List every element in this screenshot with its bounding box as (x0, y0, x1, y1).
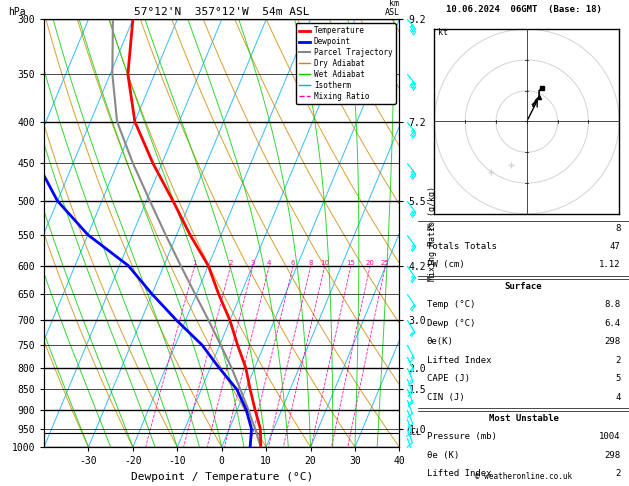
Text: 2: 2 (615, 469, 621, 478)
Text: LCL: LCL (406, 428, 421, 437)
Text: Pressure (mb): Pressure (mb) (426, 432, 496, 441)
Text: © weatheronline.co.uk: © weatheronline.co.uk (475, 472, 572, 481)
Text: Temp (°C): Temp (°C) (426, 300, 475, 309)
Text: Lifted Index: Lifted Index (426, 356, 491, 364)
Text: 298: 298 (604, 451, 621, 460)
Text: 47: 47 (610, 242, 621, 251)
X-axis label: Dewpoint / Temperature (°C): Dewpoint / Temperature (°C) (131, 472, 313, 482)
Text: 10: 10 (320, 260, 329, 266)
Text: 298: 298 (604, 337, 621, 346)
Text: Dewp (°C): Dewp (°C) (426, 319, 475, 328)
Text: km
ASL: km ASL (384, 0, 399, 17)
Text: 8: 8 (309, 260, 313, 266)
Text: Totals Totals: Totals Totals (426, 242, 496, 251)
Text: 1.12: 1.12 (599, 260, 621, 270)
Text: 5: 5 (615, 374, 621, 383)
Text: 10.06.2024  06GMT  (Base: 18): 10.06.2024 06GMT (Base: 18) (446, 5, 601, 14)
Text: 8.8: 8.8 (604, 300, 621, 309)
Text: 6.4: 6.4 (604, 319, 621, 328)
Text: 2: 2 (615, 356, 621, 364)
Text: 1004: 1004 (599, 432, 621, 441)
Title: 57°12'N  357°12'W  54m ASL: 57°12'N 357°12'W 54m ASL (134, 7, 309, 17)
Text: 15: 15 (347, 260, 355, 266)
Text: Lifted Index: Lifted Index (426, 469, 491, 478)
Text: 4: 4 (267, 260, 272, 266)
Text: θe(K): θe(K) (426, 337, 454, 346)
Text: Surface: Surface (505, 282, 542, 291)
Text: Most Unstable: Most Unstable (489, 414, 559, 423)
Text: kt: kt (438, 28, 447, 37)
Text: Mixing Ratio (g/kg): Mixing Ratio (g/kg) (428, 186, 437, 281)
Text: CAPE (J): CAPE (J) (426, 374, 470, 383)
Legend: Temperature, Dewpoint, Parcel Trajectory, Dry Adiabat, Wet Adiabat, Isotherm, Mi: Temperature, Dewpoint, Parcel Trajectory… (296, 23, 396, 104)
Text: 3: 3 (251, 260, 255, 266)
Text: 20: 20 (365, 260, 375, 266)
Text: CIN (J): CIN (J) (426, 393, 464, 401)
Text: PW (cm): PW (cm) (426, 260, 464, 270)
Text: θe (K): θe (K) (426, 451, 459, 460)
Text: 6: 6 (291, 260, 296, 266)
Text: 4: 4 (615, 393, 621, 401)
Text: 2: 2 (228, 260, 233, 266)
Text: K: K (426, 224, 432, 233)
Text: 25: 25 (381, 260, 390, 266)
Text: hPa: hPa (9, 7, 26, 17)
Text: 8: 8 (615, 224, 621, 233)
Text: 1: 1 (192, 260, 197, 266)
